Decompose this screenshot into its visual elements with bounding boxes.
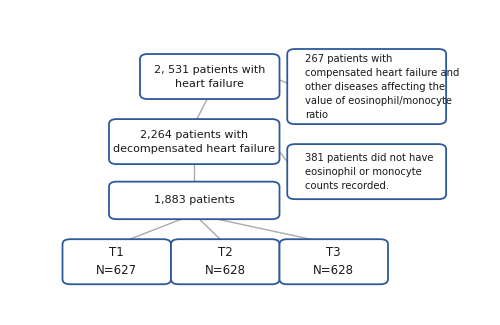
- Text: 2, 531 patients with
heart failure: 2, 531 patients with heart failure: [154, 65, 266, 88]
- FancyBboxPatch shape: [171, 239, 280, 284]
- Text: 267 patients with
compensated heart failure and
other diseases affecting the
val: 267 patients with compensated heart fail…: [304, 54, 459, 120]
- FancyBboxPatch shape: [287, 144, 446, 199]
- Text: 2,264 patients with
decompensated heart failure: 2,264 patients with decompensated heart …: [113, 130, 276, 154]
- FancyBboxPatch shape: [109, 119, 280, 164]
- FancyBboxPatch shape: [280, 239, 388, 284]
- Text: T1
N=627: T1 N=627: [96, 246, 138, 277]
- FancyBboxPatch shape: [109, 182, 280, 219]
- Text: T2
N=628: T2 N=628: [205, 246, 246, 277]
- Text: 381 patients did not have
eosinophil or monocyte
counts recorded.: 381 patients did not have eosinophil or …: [304, 153, 433, 191]
- FancyBboxPatch shape: [287, 49, 446, 124]
- FancyBboxPatch shape: [140, 54, 280, 99]
- Text: 1,883 patients: 1,883 patients: [154, 195, 234, 205]
- FancyBboxPatch shape: [62, 239, 171, 284]
- Text: T3
N=628: T3 N=628: [313, 246, 354, 277]
